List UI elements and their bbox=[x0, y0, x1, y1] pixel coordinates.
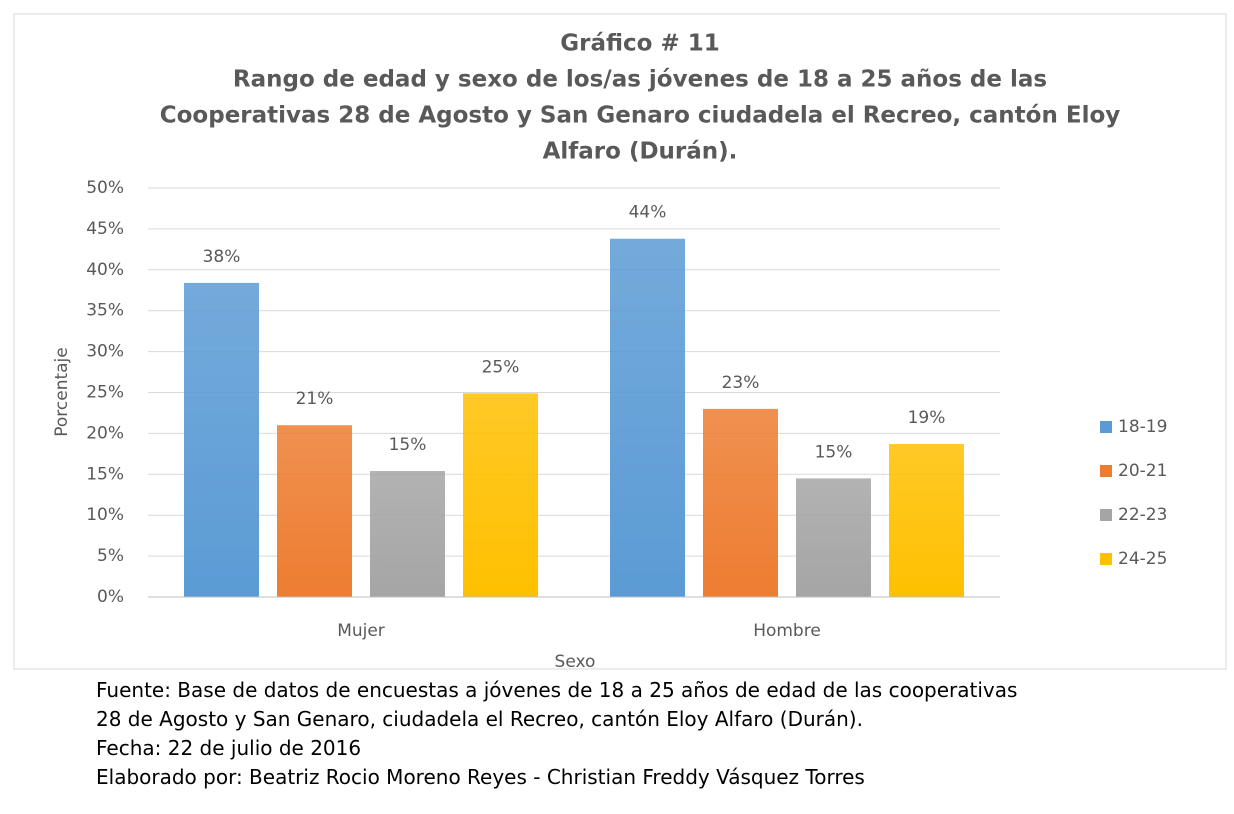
y-tick-label: 10% bbox=[86, 505, 124, 525]
data-label: 15% bbox=[389, 435, 427, 455]
legend-swatch bbox=[1100, 421, 1112, 433]
chart-subtitle: Alfaro (Durán). bbox=[543, 139, 738, 165]
data-label: 21% bbox=[296, 389, 334, 409]
x-tick-label: Hombre bbox=[753, 621, 821, 641]
bar bbox=[610, 238, 685, 597]
footer-line: Elaborado por: Beatriz Rocio Moreno Reye… bbox=[96, 765, 865, 789]
legend-swatch bbox=[1100, 553, 1112, 565]
footer-line: Fecha: 22 de julio de 2016 bbox=[96, 736, 361, 760]
chart-title: Gráfico # 11 bbox=[560, 31, 720, 57]
y-tick-label: 40% bbox=[86, 260, 124, 280]
y-tick-label: 0% bbox=[97, 587, 124, 607]
legend-label: 20-21 bbox=[1118, 461, 1167, 481]
y-tick-label: 5% bbox=[97, 546, 124, 566]
data-label: 44% bbox=[629, 203, 667, 223]
bar bbox=[889, 444, 964, 597]
legend-label: 22-23 bbox=[1118, 505, 1167, 525]
y-tick-label: 30% bbox=[86, 342, 124, 362]
bar bbox=[184, 282, 259, 597]
y-axis-label: Porcentaje bbox=[52, 347, 72, 437]
bar bbox=[703, 408, 778, 597]
x-axis-label: Sexo bbox=[555, 652, 596, 672]
y-tick-label: 20% bbox=[86, 423, 124, 443]
data-label: 25% bbox=[482, 357, 520, 377]
legend-swatch bbox=[1100, 509, 1112, 521]
y-tick-label: 25% bbox=[86, 383, 124, 403]
y-tick-label: 45% bbox=[86, 219, 124, 239]
legend-label: 18-19 bbox=[1118, 417, 1167, 437]
data-label: 23% bbox=[722, 373, 760, 393]
legend-label: 24-25 bbox=[1118, 549, 1167, 569]
data-label: 15% bbox=[815, 442, 853, 462]
bar bbox=[796, 478, 871, 597]
bar bbox=[370, 471, 445, 597]
data-label: 19% bbox=[908, 408, 946, 428]
bar bbox=[277, 425, 352, 597]
chart-subtitle: Rango de edad y sexo de los/as jóvenes d… bbox=[233, 67, 1047, 93]
footer-line: 28 de Agosto y San Genaro, ciudadela el … bbox=[96, 707, 863, 731]
bar bbox=[463, 393, 538, 597]
footer-line: Fuente: Base de datos de encuestas a jóv… bbox=[96, 678, 1017, 702]
legend-swatch bbox=[1100, 465, 1112, 477]
x-tick-label: Mujer bbox=[337, 621, 385, 641]
y-tick-label: 35% bbox=[86, 301, 124, 321]
chart-subtitle: Cooperativas 28 de Agosto y San Genaro c… bbox=[160, 103, 1121, 129]
y-tick-label: 15% bbox=[86, 464, 124, 484]
y-tick-label: 50% bbox=[86, 178, 124, 198]
data-label: 38% bbox=[203, 247, 241, 267]
